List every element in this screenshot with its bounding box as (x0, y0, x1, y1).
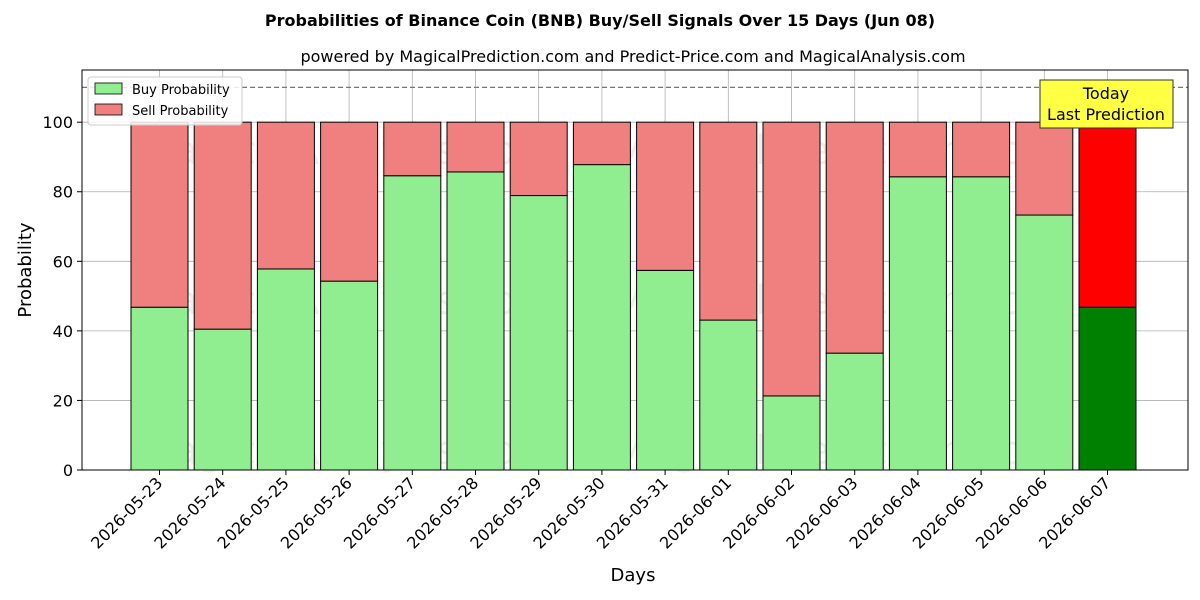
bar-buy-2026-05-31 (636, 269, 695, 471)
legend-swatch-sell (94, 103, 123, 116)
bars-layer (130, 121, 1137, 471)
legend-swatch-buy (94, 82, 123, 95)
bar-buy-2026-05-26 (320, 280, 379, 471)
annotation-box (1039, 79, 1174, 129)
bar-sell-2026-06-02 (762, 121, 821, 397)
bar-buy-2026-06-03 (825, 352, 884, 471)
bar-buy-2026-06-07 (1078, 306, 1137, 471)
annotation-line2: Last Prediction (1047, 105, 1165, 124)
y-tick-label-5: 100 (42, 113, 73, 132)
legend: Buy Probability Sell Probability (87, 76, 243, 126)
bar-buy-2026-06-04 (888, 176, 947, 471)
y-tick-label-4: 80 (53, 183, 73, 202)
bar-buy-2026-06-05 (952, 176, 1011, 471)
bar-sell-2026-06-01 (699, 121, 758, 321)
y-axis-label: Probability (15, 222, 36, 317)
bar-buy-2026-05-24 (193, 328, 252, 471)
bar-sell-2026-05-31 (636, 121, 695, 271)
bar-sell-2026-05-24 (193, 121, 252, 330)
bar-sell-2026-06-05 (952, 121, 1011, 178)
chart-subtitle: powered by MagicalPrediction.com and Pre… (300, 47, 965, 66)
annotation-line1: Today (1082, 84, 1129, 103)
bar-sell-2026-05-23 (130, 121, 189, 308)
bar-sell-2026-06-07 (1078, 121, 1137, 308)
bar-buy-2026-06-01 (699, 319, 758, 471)
legend-box (87, 76, 243, 126)
x-axis: 2026-05-232026-05-242026-05-252026-05-26… (87, 470, 1114, 553)
bar-sell-2026-06-03 (825, 121, 884, 354)
bar-sell-2026-05-29 (509, 121, 568, 197)
bar-sell-2026-05-27 (383, 121, 442, 177)
bar-buy-2026-05-23 (130, 306, 189, 471)
legend-label-buy: Buy Probability (132, 83, 230, 98)
bar-sell-2026-05-25 (256, 121, 315, 270)
bar-sell-2026-05-30 (572, 121, 631, 166)
bar-sell-2026-06-06 (1015, 121, 1074, 216)
bar-buy-2026-05-27 (383, 175, 442, 471)
legend-label-sell: Sell Probability (132, 104, 229, 119)
bar-buy-2026-05-25 (256, 268, 315, 471)
today-annotation: Today Last Prediction (1039, 79, 1174, 129)
bar-buy-2026-05-30 (572, 164, 631, 471)
bar-sell-2026-06-04 (888, 121, 947, 178)
y-tick-label-2: 40 (53, 322, 73, 341)
bar-buy-2026-05-28 (446, 171, 505, 471)
bar-buy-2026-05-29 (509, 195, 568, 471)
x-axis-label: Days (611, 565, 656, 586)
y-axis: 0 20 40 60 80 100 (42, 113, 82, 480)
y-tick-label-3: 60 (53, 252, 73, 271)
y-tick-label-0: 0 (63, 461, 73, 480)
bar-buy-2026-06-06 (1015, 214, 1074, 471)
plot-frame (81, 69, 1189, 471)
chart-title: Probabilities of Binance Coin (BNB) Buy/… (265, 11, 935, 30)
bar-sell-2026-05-26 (320, 121, 379, 282)
y-tick-label-1: 20 (53, 391, 73, 410)
bar-buy-2026-06-02 (762, 395, 821, 471)
bar-sell-2026-05-28 (446, 121, 505, 173)
